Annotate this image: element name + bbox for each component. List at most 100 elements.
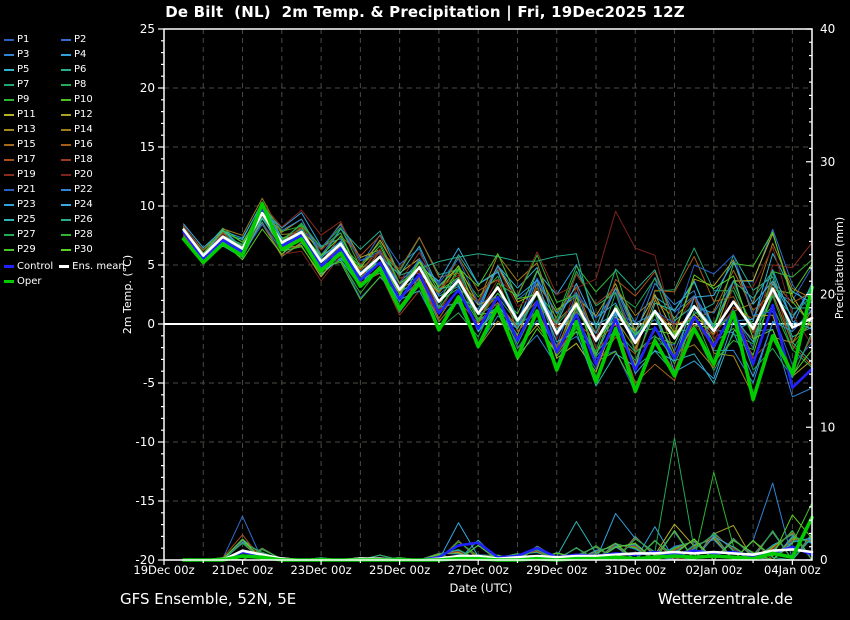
legend-row: P1 P2 xyxy=(4,32,131,47)
legend-label: P12 xyxy=(74,109,93,120)
legend-swatch xyxy=(4,265,14,268)
legend-item-p14: P14 xyxy=(61,122,118,137)
legend-swatch xyxy=(4,113,14,116)
legend-swatch xyxy=(59,265,70,268)
legend-row: P19 P20 xyxy=(4,167,131,182)
legend-label: P15 xyxy=(17,139,36,150)
precip-tick-label: 10 xyxy=(820,420,835,434)
member-precip-line-P28 xyxy=(183,471,813,561)
member-temp-line-P28 xyxy=(183,203,813,363)
legend-swatch xyxy=(4,128,14,131)
legend-item-p8: P8 xyxy=(61,77,118,92)
legend-item-p26: P26 xyxy=(61,212,118,227)
legend-swatch xyxy=(61,38,71,41)
legend-item-oper: Oper xyxy=(4,274,41,289)
legend-item-p7: P7 xyxy=(4,77,61,92)
legend-label: P20 xyxy=(74,169,93,180)
legend-swatch xyxy=(61,218,71,221)
date-tick-label: 23Dec 00z xyxy=(290,563,351,577)
legend-row: P5 P6 xyxy=(4,62,131,77)
legend-item-ens-mean: Ens. mean xyxy=(59,259,125,274)
legend-swatch xyxy=(61,83,71,86)
legend-label: P11 xyxy=(17,109,36,120)
temp-tick-label: -20 xyxy=(135,553,155,567)
legend-item-p6: P6 xyxy=(61,62,118,77)
legend-label: P2 xyxy=(74,34,87,45)
date-tick-label: 29Dec 00z xyxy=(526,563,587,577)
legend-item-p17: P17 xyxy=(4,152,61,167)
legend-row: P29 P30 xyxy=(4,242,131,257)
legend: P1 P2 P3 P4 P5 P6 P7 P8 P9 P10 P11 P12 P13 P14 P15 P16 P… xyxy=(4,32,131,289)
gridlines xyxy=(164,29,812,560)
legend-swatch xyxy=(4,280,14,283)
legend-swatch xyxy=(61,158,71,161)
legend-swatch xyxy=(61,188,71,191)
legend-swatch xyxy=(61,113,71,116)
legend-item-control: Control xyxy=(4,259,53,274)
legend-swatch xyxy=(4,188,14,191)
ensemble-member-lines xyxy=(183,197,813,561)
legend-swatch xyxy=(4,173,14,176)
legend-label: P13 xyxy=(17,124,36,135)
legend-label: P26 xyxy=(74,214,93,225)
legend-row: Oper xyxy=(4,274,131,289)
temp-axis-label: 2m Temp. (°C) xyxy=(121,255,134,334)
legend-item-p19: P19 xyxy=(4,167,61,182)
footer-model-label: GFS Ensemble, 52N, 5E xyxy=(120,590,297,608)
precip-tick-label: 0 xyxy=(820,553,828,567)
x-axis-label: Date (UTC) xyxy=(450,581,513,595)
legend-item-p20: P20 xyxy=(61,167,118,182)
temp-tick-label: -15 xyxy=(135,494,155,508)
legend-item-p27: P27 xyxy=(4,227,61,242)
temp-tick-label: 5 xyxy=(147,258,155,272)
legend-label: P7 xyxy=(17,79,30,90)
legend-item-p4: P4 xyxy=(61,47,118,62)
legend-label: P5 xyxy=(17,64,30,75)
legend-item-p11: P11 xyxy=(4,107,61,122)
legend-swatch xyxy=(61,233,71,236)
legend-swatch xyxy=(4,233,14,236)
control-temp-line xyxy=(182,207,814,390)
date-tick-label: 31Dec 00z xyxy=(605,563,666,577)
member-temp-line-P29 xyxy=(183,211,813,358)
temp-tick-label: 25 xyxy=(140,22,155,36)
legend-row: P3 P4 xyxy=(4,47,131,62)
legend-swatch xyxy=(61,68,71,71)
legend-item-p16: P16 xyxy=(61,137,118,152)
legend-label: P8 xyxy=(74,79,87,90)
legend-item-p18: P18 xyxy=(61,152,118,167)
temp-tick-label: 15 xyxy=(140,140,155,154)
axes: -20 -15 -10 -5 0 5 10 15 20 25 2m Temp. (°C) 0 10 20 3… xyxy=(121,22,846,595)
precip-tick-label: 30 xyxy=(820,155,835,169)
legend-row: P27 P28 xyxy=(4,227,131,242)
legend-swatch xyxy=(4,68,14,71)
legend-item-p9: P9 xyxy=(4,92,61,107)
legend-row: P9 P10 xyxy=(4,92,131,107)
member-temp-line-P22 xyxy=(183,208,813,384)
legend-swatch xyxy=(4,38,14,41)
legend-swatch xyxy=(61,203,71,206)
date-tick-label: 19Dec 00z xyxy=(133,563,194,577)
legend-row: P15 P16 xyxy=(4,137,131,152)
legend-swatch xyxy=(4,98,14,101)
legend-label: Control xyxy=(17,261,54,272)
legend-swatch xyxy=(4,53,14,56)
legend-item-p21: P21 xyxy=(4,182,61,197)
legend-label: P17 xyxy=(17,154,36,165)
legend-label: P1 xyxy=(17,34,30,45)
legend-row: Control Ens. mean xyxy=(4,259,131,274)
legend-label: Oper xyxy=(17,276,42,287)
legend-label: P30 xyxy=(74,244,93,255)
legend-item-p15: P15 xyxy=(4,137,61,152)
legend-label: P3 xyxy=(17,49,30,60)
footer-branding: Wetterzentrale.de xyxy=(657,590,793,608)
legend-row: P25 P26 xyxy=(4,212,131,227)
legend-swatch xyxy=(4,143,14,146)
legend-item-p23: P23 xyxy=(4,197,61,212)
date-tick-label: 04Jan 00z xyxy=(764,563,821,577)
legend-item-p2: P2 xyxy=(61,32,118,47)
legend-item-p22: P22 xyxy=(61,182,118,197)
legend-label: P21 xyxy=(17,184,36,195)
temp-tick-label: 20 xyxy=(140,81,155,95)
